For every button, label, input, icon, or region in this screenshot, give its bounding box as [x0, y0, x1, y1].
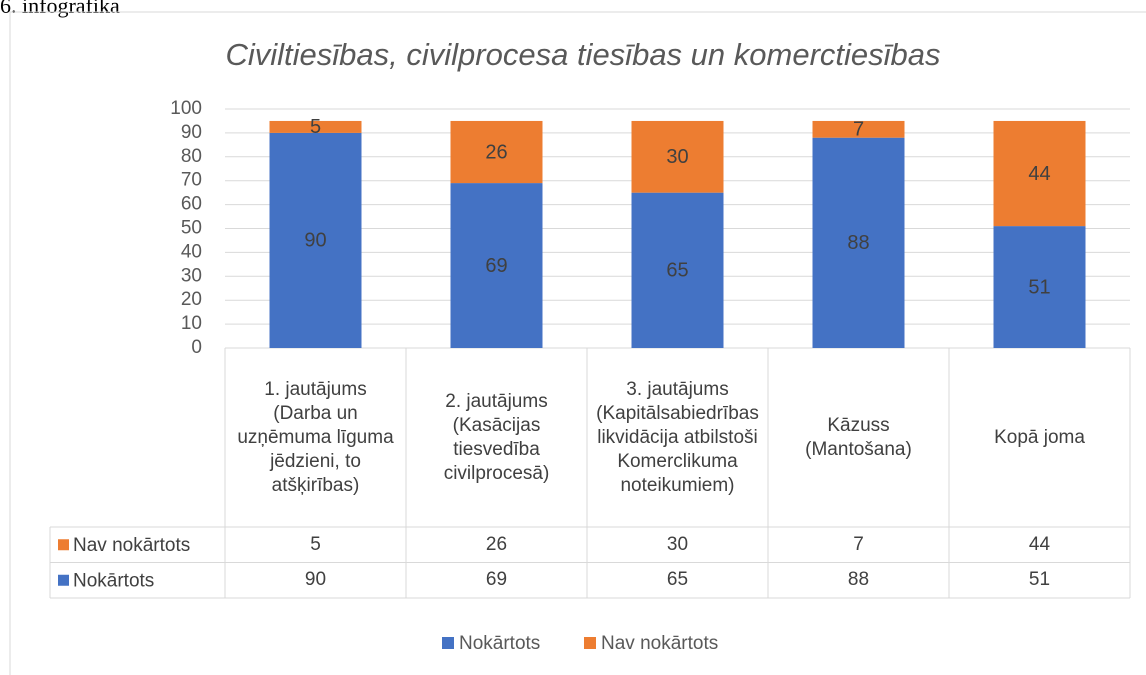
y-tick-label: 60 — [181, 194, 202, 215]
bar-segment — [993, 226, 1086, 348]
data-label: 69 — [485, 255, 507, 277]
y-tick-label: 30 — [181, 265, 202, 286]
table-value: 51 — [1028, 569, 1051, 591]
category-label: 1. jautājums (Darba un uzņēmuma līguma j… — [237, 378, 394, 496]
y-tick-label: 70 — [181, 170, 202, 191]
y-tick-label: 0 — [191, 337, 202, 358]
bar-segment — [993, 120, 1086, 227]
category-label: 3. jautājums (Kapitālsabiedrības likvidā… — [596, 378, 759, 496]
category-label: Kāzuss (Mantošana) — [805, 414, 912, 460]
legend-key — [58, 574, 69, 586]
legend-key — [584, 637, 596, 649]
data-label: 65 — [666, 260, 688, 282]
data-label: 44 — [1028, 163, 1050, 185]
table-value: 88 — [847, 569, 870, 591]
bar-segment — [450, 120, 543, 184]
table-value: 90 — [304, 569, 327, 591]
table-value: 5 — [310, 533, 321, 555]
y-tick-label: 80 — [181, 146, 202, 167]
data-label: 7 — [853, 119, 864, 141]
legend-key — [58, 539, 69, 551]
table-value: 30 — [666, 533, 689, 555]
table-value: 69 — [485, 569, 508, 591]
bar-segment — [812, 137, 905, 348]
bar-segment — [631, 192, 724, 348]
data-label: 51 — [1028, 276, 1050, 298]
y-tick-label: 20 — [181, 289, 202, 310]
y-tick-label: 10 — [181, 313, 202, 334]
bar-segment — [631, 120, 724, 193]
data-label: 5 — [310, 116, 321, 138]
legend-label: Nokārtots — [459, 633, 540, 654]
y-tick-label: 90 — [181, 122, 202, 143]
chart-title: Civiltiesības, civilprocesa tiesības un … — [226, 37, 941, 72]
table-value: 7 — [853, 533, 864, 555]
table-row-label: Nokārtots — [73, 570, 154, 591]
bar-segment — [269, 120, 362, 133]
data-label: 88 — [847, 232, 869, 254]
bar-segment — [269, 132, 362, 348]
caption: 6. infografika — [0, 0, 120, 18]
legend-key — [442, 637, 454, 649]
category-label: Kopā joma — [994, 426, 1085, 448]
y-tick-label: 40 — [181, 241, 202, 262]
data-label: 30 — [666, 146, 688, 168]
table-value: 26 — [485, 533, 508, 555]
bar-segment — [812, 120, 905, 138]
table-value: 44 — [1028, 533, 1051, 555]
y-tick-label: 100 — [170, 98, 202, 119]
table-row-label: Nav nokārtots — [73, 535, 190, 556]
bar-segment — [450, 183, 543, 348]
data-label: 90 — [304, 230, 326, 252]
table-value: 65 — [666, 569, 689, 591]
y-tick-label: 50 — [181, 218, 202, 239]
data-label: 26 — [485, 141, 507, 163]
category-label: 2. jautājums (Kasācijas tiesvedība civil… — [443, 390, 550, 484]
legend-label: Nav nokārtots — [601, 633, 718, 654]
